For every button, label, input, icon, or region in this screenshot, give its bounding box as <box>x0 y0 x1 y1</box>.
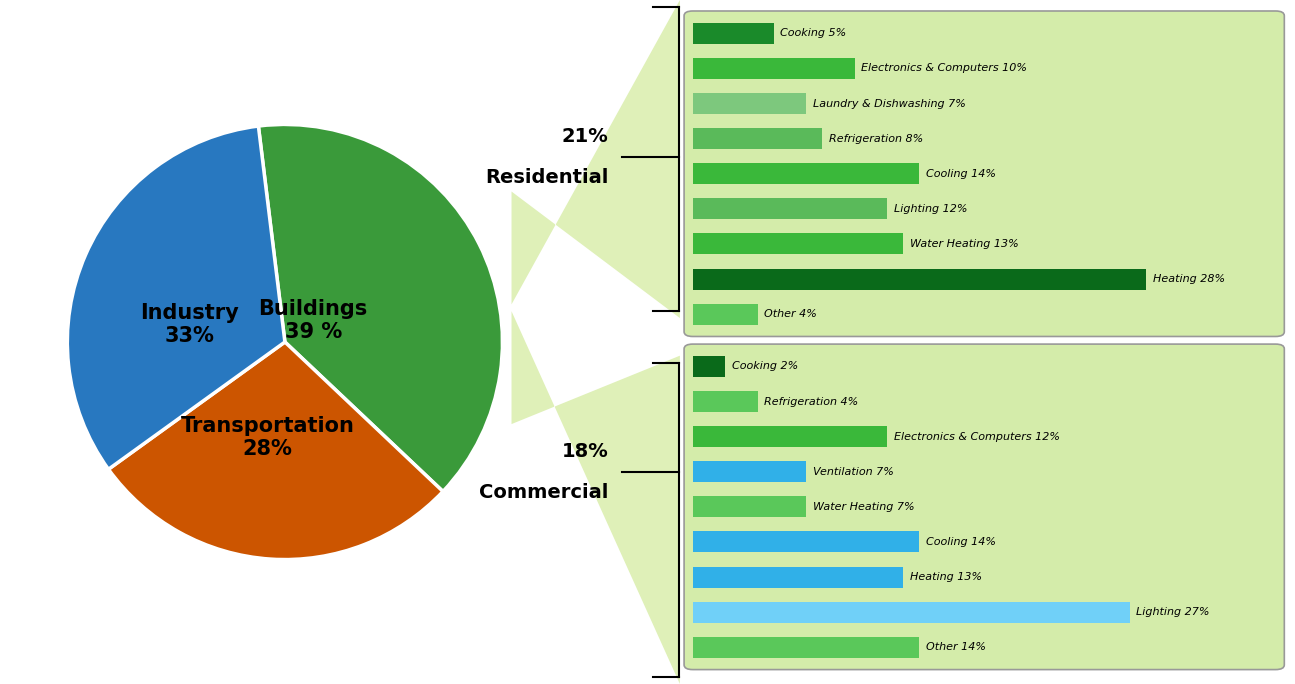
Bar <box>693 566 904 588</box>
FancyBboxPatch shape <box>684 11 1285 337</box>
Text: Transportation
28%: Transportation 28% <box>180 416 355 460</box>
Bar <box>693 391 758 412</box>
Bar <box>693 128 822 149</box>
Text: Commercial: Commercial <box>479 483 609 502</box>
Text: 21%: 21% <box>562 127 609 146</box>
Bar <box>693 637 919 658</box>
Bar <box>693 497 805 517</box>
Polygon shape <box>512 0 680 318</box>
Text: Residential: Residential <box>486 168 609 187</box>
Text: Laundry & Dishwashing 7%: Laundry & Dishwashing 7% <box>813 98 966 109</box>
Text: Electronics & Computers 12%: Electronics & Computers 12% <box>894 432 1059 442</box>
Text: Lighting 12%: Lighting 12% <box>894 204 967 214</box>
Bar <box>693 531 919 553</box>
Text: Ventilation 7%: Ventilation 7% <box>813 466 894 477</box>
Text: Other 4%: Other 4% <box>764 309 817 319</box>
Bar <box>693 269 1146 289</box>
Text: Other 14%: Other 14% <box>926 642 985 653</box>
Polygon shape <box>512 311 680 684</box>
Text: Refrigeration 4%: Refrigeration 4% <box>764 397 859 406</box>
FancyBboxPatch shape <box>684 344 1285 670</box>
Text: Water Heating 13%: Water Heating 13% <box>909 239 1018 249</box>
Bar <box>693 23 774 44</box>
Text: Cooking 2%: Cooking 2% <box>732 361 798 371</box>
Bar <box>693 426 887 447</box>
Text: Cooling 14%: Cooling 14% <box>926 537 996 547</box>
Bar <box>693 304 758 325</box>
Text: Industry
33%: Industry 33% <box>140 303 238 346</box>
Text: 18%: 18% <box>562 442 609 461</box>
Text: Heating 28%: Heating 28% <box>1153 274 1225 284</box>
Wedge shape <box>109 342 443 560</box>
Bar <box>693 461 805 482</box>
Bar <box>693 163 919 184</box>
Text: Buildings
39 %: Buildings 39 % <box>259 299 368 342</box>
Text: Cooling 14%: Cooling 14% <box>926 169 996 179</box>
Wedge shape <box>67 126 285 469</box>
Bar <box>693 356 725 377</box>
Wedge shape <box>259 124 502 492</box>
Bar <box>693 58 855 79</box>
Text: Refrigeration 8%: Refrigeration 8% <box>829 133 923 144</box>
Bar <box>693 93 805 114</box>
Text: Water Heating 7%: Water Heating 7% <box>813 502 914 512</box>
Text: Cooking 5%: Cooking 5% <box>780 28 847 38</box>
Text: Heating 13%: Heating 13% <box>909 572 982 582</box>
Bar <box>693 233 904 254</box>
Text: Electronics & Computers 10%: Electronics & Computers 10% <box>861 64 1027 73</box>
Text: Lighting 27%: Lighting 27% <box>1137 607 1210 617</box>
Bar <box>693 602 1129 622</box>
Bar <box>693 198 887 220</box>
